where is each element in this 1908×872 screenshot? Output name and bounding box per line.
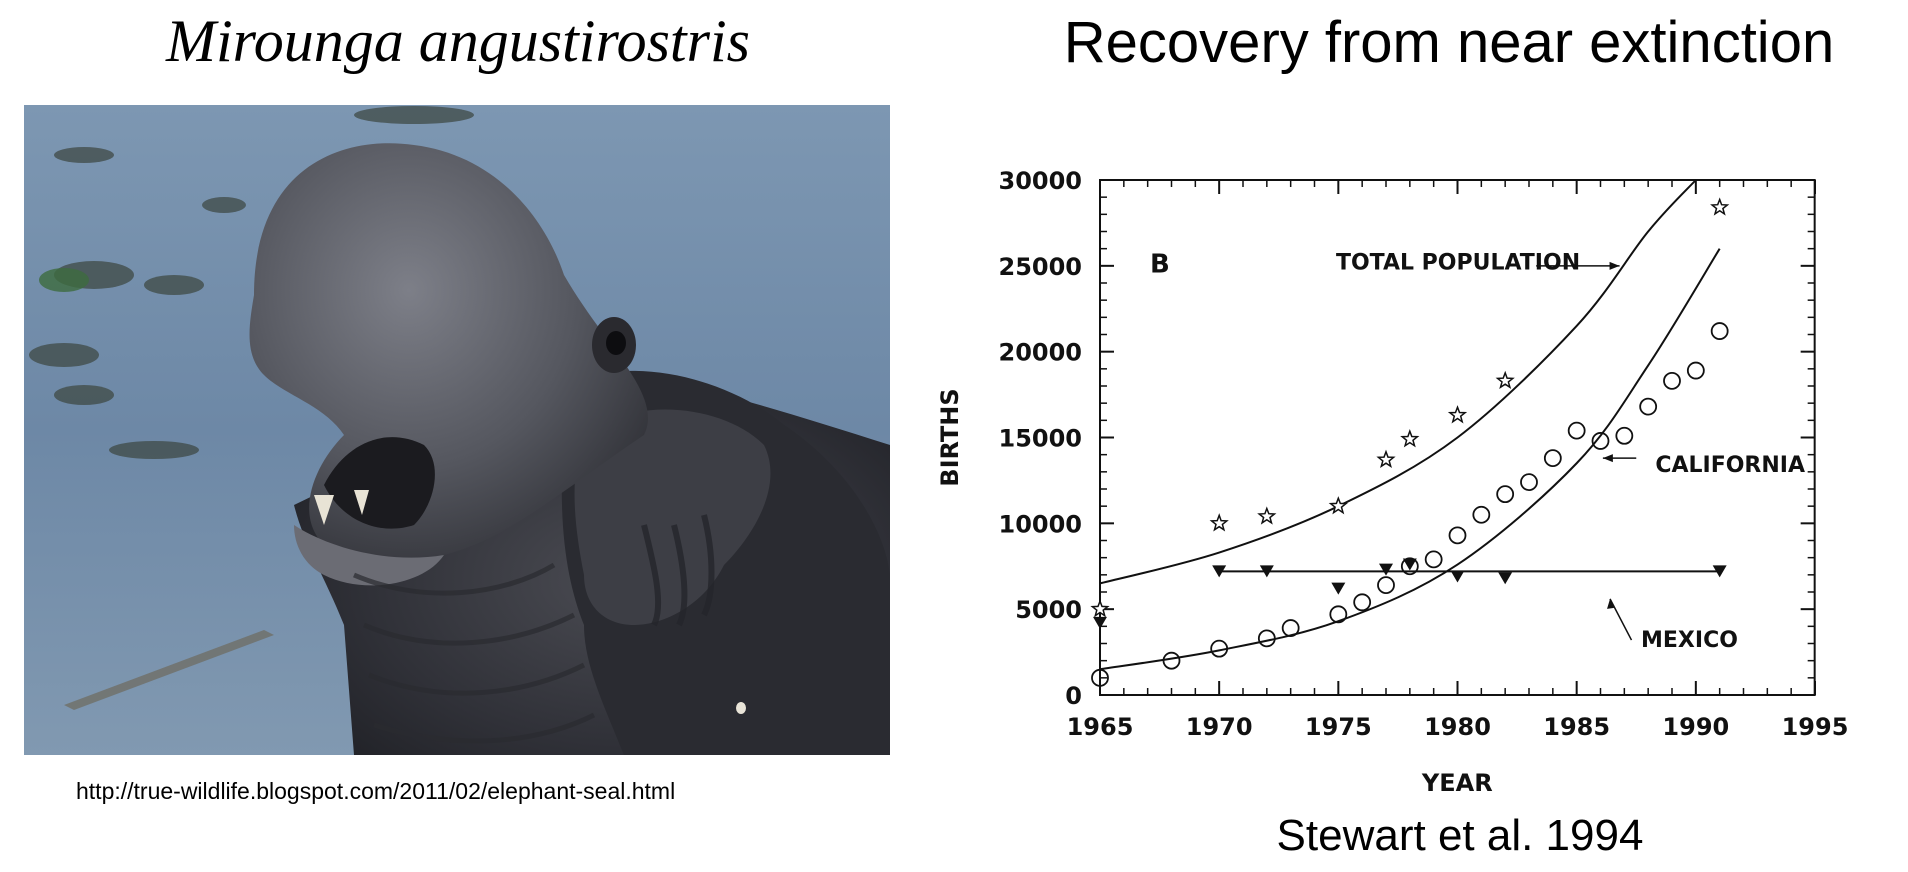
- x-tick-label: 1990: [1662, 713, 1729, 741]
- annotation-arrowhead: [1609, 261, 1620, 270]
- california-point: [1400, 557, 1419, 576]
- species-title: Mirounga angustirostris: [166, 8, 750, 74]
- annotation-california: CALIFORNIA: [1655, 453, 1805, 478]
- photo-source-url: http://true-wildlife.blogspot.com/2011/0…: [76, 778, 676, 804]
- chart-slide-title: Recovery from near extinction: [1063, 10, 1835, 75]
- x-tick-label: 1995: [1782, 713, 1849, 741]
- total-population-point: [1447, 405, 1468, 424]
- california-point: [1448, 526, 1467, 545]
- citation: Stewart et al. 1994: [1276, 811, 1644, 860]
- mexico-point: [1212, 565, 1227, 578]
- data-points: [1090, 197, 1730, 687]
- fit-curve-circle: [1099, 248, 1721, 671]
- y-tick-label: 0: [1065, 682, 1082, 710]
- total-population-point: [1090, 599, 1110, 618]
- california-point: [1686, 361, 1705, 380]
- california-point: [1281, 619, 1300, 637]
- y-tick-label: 25000: [999, 253, 1083, 281]
- annotation-arrowhead: [1602, 454, 1613, 463]
- california-point: [1639, 397, 1658, 416]
- y-tick-label: 10000: [999, 510, 1083, 538]
- total-population-point: [1328, 496, 1348, 515]
- california-point: [1520, 473, 1538, 492]
- y-tick-label: 30000: [999, 167, 1083, 195]
- annotation-arrowhead: [1607, 598, 1615, 609]
- total-population-point: [1400, 429, 1420, 448]
- california-point: [1424, 550, 1443, 569]
- california-point: [1591, 432, 1610, 450]
- california-point: [1615, 426, 1634, 445]
- x-tick-labels: 1965 1970 1975 1980 1985 1990 1995: [1067, 713, 1849, 741]
- x-axis-title: YEAR: [1421, 769, 1493, 797]
- y-axis-title: BIRTHS: [936, 388, 964, 486]
- california-point: [1257, 629, 1276, 648]
- series-annotations: TOTAL POPULATION CALIFORNIA MEXICO: [1336, 250, 1805, 653]
- mexico-point: [1712, 565, 1727, 578]
- annotation-total-population: TOTAL POPULATION: [1336, 250, 1580, 275]
- california-point: [1353, 593, 1372, 612]
- elephant-seal-photo: [24, 105, 890, 755]
- x-tick-label: 1980: [1424, 713, 1491, 741]
- california-point: [1329, 605, 1348, 624]
- total-population-point: [1376, 449, 1396, 469]
- california-point: [1162, 651, 1181, 670]
- california-point: [1663, 371, 1681, 390]
- mexico-point: [1450, 570, 1465, 583]
- mexico-point: [1402, 558, 1417, 571]
- panel-label: B: [1150, 250, 1170, 280]
- x-tick-label: 1965: [1067, 713, 1134, 741]
- california-point: [1472, 505, 1491, 524]
- total-population-point: [1257, 506, 1277, 525]
- x-tick-label: 1985: [1543, 713, 1610, 741]
- total-population-point: [1209, 513, 1229, 532]
- fit-curve-star: [1099, 179, 1697, 585]
- california-point: [1377, 576, 1395, 595]
- annotation-arrow: [1609, 598, 1633, 641]
- total-population-point: [1710, 197, 1730, 216]
- fit-curves: [1099, 179, 1721, 671]
- california-point: [1496, 485, 1515, 504]
- x-tick-label: 1970: [1186, 713, 1253, 741]
- total-population-point: [1495, 370, 1515, 390]
- california-point: [1543, 449, 1562, 468]
- mexico-point: [1259, 565, 1274, 578]
- axis-ticks: [1099, 179, 1816, 696]
- y-tick-labels: 0 5000 10000 15000 20000 25000 30000: [999, 167, 1083, 710]
- annotation-mexico: MEXICO: [1641, 628, 1738, 653]
- california-point: [1710, 322, 1729, 340]
- y-tick-label: 15000: [999, 425, 1083, 453]
- mexico-point: [1498, 572, 1513, 585]
- y-tick-label: 20000: [999, 339, 1083, 367]
- mexico-point: [1379, 563, 1393, 576]
- california-point: [1210, 639, 1229, 658]
- mexico-point: [1331, 582, 1346, 595]
- california-point: [1567, 421, 1586, 440]
- y-tick-label: 5000: [1015, 596, 1082, 624]
- x-tick-label: 1975: [1305, 713, 1372, 741]
- california-point: [1091, 668, 1109, 687]
- mexico-point: [1093, 616, 1107, 629]
